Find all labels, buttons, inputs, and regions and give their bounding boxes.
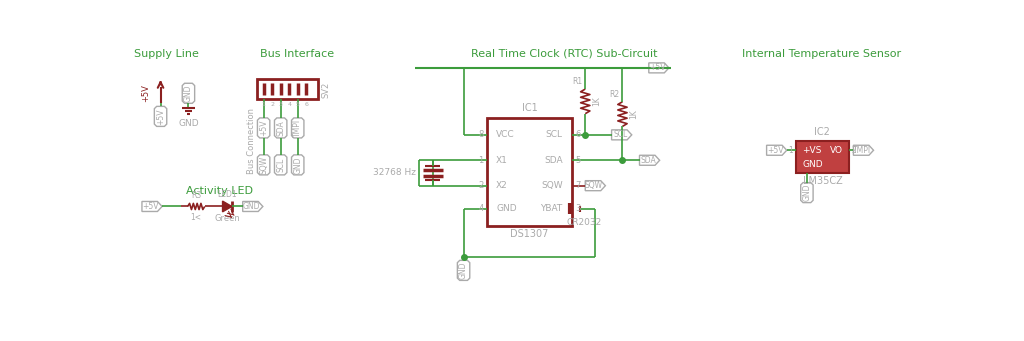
Text: 4: 4	[287, 102, 291, 107]
Text: +5V: +5V	[156, 108, 165, 124]
Text: TMPI: TMPI	[293, 119, 302, 137]
Text: 5: 5	[575, 156, 581, 165]
Text: 1: 1	[478, 156, 483, 165]
Text: R1: R1	[572, 77, 583, 86]
Text: Internal Temperature Sensor: Internal Temperature Sensor	[742, 49, 901, 59]
Text: Activity LED: Activity LED	[186, 186, 253, 196]
Text: 32768 Hz: 32768 Hz	[373, 168, 416, 177]
Text: LM35CZ: LM35CZ	[803, 176, 843, 187]
Text: GND: GND	[802, 160, 823, 168]
Text: GND: GND	[293, 156, 302, 174]
Polygon shape	[222, 201, 231, 212]
Text: 1: 1	[788, 146, 793, 155]
Text: SV2: SV2	[322, 81, 331, 98]
Text: IC1: IC1	[521, 103, 538, 113]
Text: 3: 3	[575, 204, 581, 213]
Text: +5V: +5V	[142, 202, 159, 211]
Text: SDA: SDA	[544, 156, 563, 165]
Text: 2: 2	[478, 181, 483, 190]
Text: SQW: SQW	[259, 156, 268, 174]
Text: IC2: IC2	[814, 127, 830, 137]
Text: 5: 5	[296, 102, 300, 107]
FancyBboxPatch shape	[796, 141, 849, 173]
Text: Supply Line: Supply Line	[134, 49, 200, 59]
Text: Real Time Clock (RTC) Sub-Circuit: Real Time Clock (RTC) Sub-Circuit	[471, 49, 657, 59]
Text: 6: 6	[575, 130, 581, 139]
Text: 4: 4	[478, 204, 483, 213]
Text: 1: 1	[262, 102, 265, 107]
Text: 1<: 1<	[190, 213, 202, 222]
Text: +5V: +5V	[649, 63, 666, 72]
Text: 2: 2	[270, 102, 274, 107]
Text: VO: VO	[829, 146, 843, 155]
Text: GND: GND	[459, 262, 468, 279]
Text: GND: GND	[184, 85, 193, 102]
Text: 8: 8	[478, 130, 483, 139]
Text: SDA: SDA	[640, 156, 656, 165]
Text: 1K: 1K	[592, 97, 601, 106]
Text: SQW: SQW	[541, 181, 563, 190]
Text: GND: GND	[243, 202, 260, 211]
Text: 2: 2	[851, 146, 856, 155]
FancyBboxPatch shape	[486, 118, 572, 226]
Text: X1: X1	[496, 156, 508, 165]
Text: +5V: +5V	[259, 120, 268, 136]
Text: 7: 7	[575, 181, 581, 190]
Text: YBAT: YBAT	[541, 204, 563, 213]
Text: GND: GND	[803, 184, 811, 201]
Text: 1K: 1K	[630, 109, 638, 119]
Text: SCL: SCL	[276, 158, 285, 172]
Text: Green: Green	[214, 214, 240, 223]
Text: Bus Connection: Bus Connection	[248, 108, 256, 174]
Text: X2: X2	[496, 181, 508, 190]
Text: 3: 3	[279, 102, 283, 107]
Text: TMPI: TMPI	[853, 146, 871, 155]
FancyBboxPatch shape	[257, 79, 317, 100]
Text: SCL: SCL	[546, 130, 563, 139]
Text: GND: GND	[178, 119, 199, 128]
Text: R3: R3	[191, 191, 202, 200]
Text: 6: 6	[304, 102, 308, 107]
Text: LED1: LED1	[217, 190, 237, 199]
Text: CR2032: CR2032	[566, 218, 601, 227]
Text: R2: R2	[609, 90, 620, 99]
Text: SQW: SQW	[585, 181, 603, 190]
Text: +VS: +VS	[802, 146, 821, 155]
Text: GND: GND	[496, 204, 517, 213]
Text: SCL: SCL	[613, 130, 628, 139]
Text: +5V: +5V	[767, 146, 783, 155]
Text: VCC: VCC	[496, 130, 515, 139]
Text: +5V: +5V	[140, 84, 150, 102]
Text: Bus Interface: Bus Interface	[260, 49, 334, 59]
Text: DS1307: DS1307	[510, 229, 549, 239]
Text: SDA: SDA	[276, 120, 285, 136]
